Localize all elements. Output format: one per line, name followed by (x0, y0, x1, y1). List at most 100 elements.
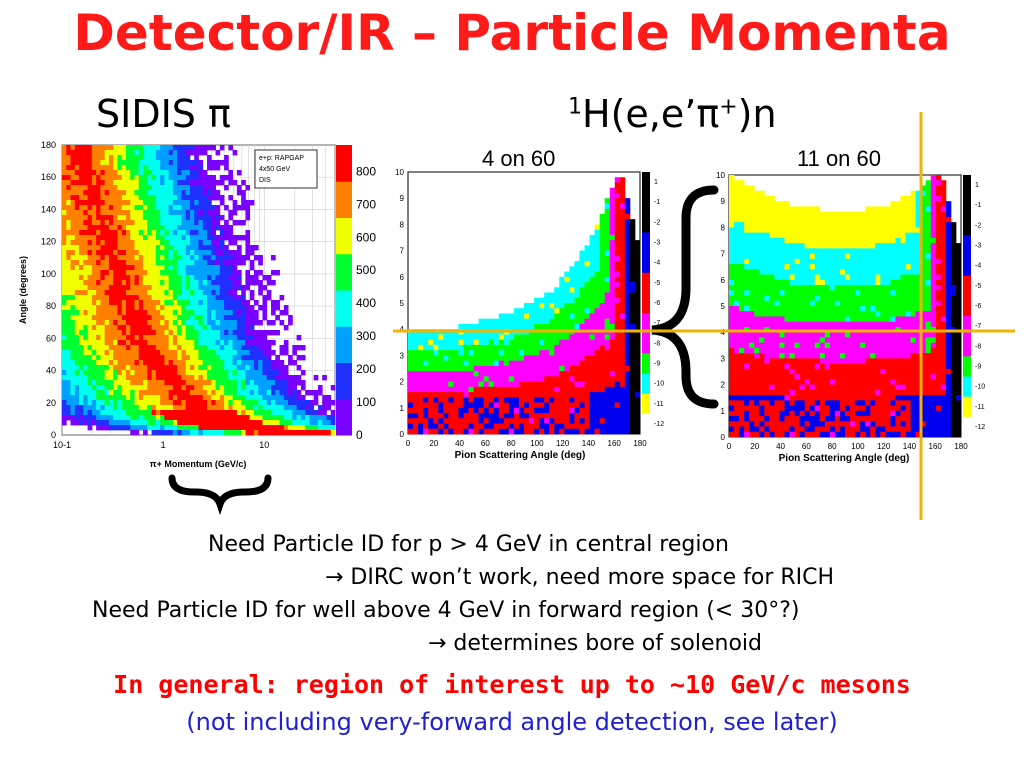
map-cell (463, 381, 469, 388)
heat-cell (198, 180, 204, 186)
heat-cell (104, 315, 110, 321)
heat-cell (70, 380, 76, 386)
heat-cell (224, 280, 229, 286)
heat-cell (70, 180, 76, 186)
map-cell (834, 232, 841, 239)
map-cell (433, 350, 439, 356)
map-cell (769, 279, 775, 286)
map-cell (910, 222, 917, 228)
heat-cell (172, 215, 178, 221)
map-cell (875, 285, 881, 291)
map-cell (534, 392, 540, 398)
heat-cell (202, 305, 208, 311)
heat-cell (134, 230, 140, 236)
map-cell (920, 274, 927, 281)
heat-cell (143, 325, 148, 331)
map-cell (594, 413, 601, 419)
map-cell (458, 381, 464, 388)
map-cell (940, 211, 947, 218)
map-cell (488, 428, 495, 435)
heat-cell (113, 185, 118, 191)
heat-cell (258, 395, 263, 401)
map-cell (940, 264, 947, 270)
map-cell (443, 386, 449, 393)
heat-cell (104, 200, 110, 206)
heat-cell (283, 385, 289, 391)
heat-cell (96, 395, 101, 401)
heat-cell (241, 430, 246, 436)
heat-cell (151, 275, 157, 281)
heat-cell (130, 370, 135, 376)
map-cell (604, 240, 611, 246)
heat-cell (160, 360, 165, 366)
map-cell (589, 355, 596, 362)
heat-cell (194, 280, 199, 286)
heat-cell (134, 335, 140, 341)
x-tick-label: 160 (608, 439, 622, 448)
map-cell (584, 245, 590, 251)
heat-cell (62, 280, 67, 286)
heat-cell (168, 380, 174, 386)
heat-cell (108, 335, 114, 341)
map-cell (513, 376, 520, 382)
map-cell (779, 248, 785, 254)
heat-cell (271, 385, 276, 391)
heat-cell (66, 355, 71, 361)
heat-cell (66, 280, 71, 286)
map-cell (549, 308, 555, 314)
map-cell (774, 243, 780, 249)
heat-cell (62, 180, 67, 186)
heat-cell (185, 425, 191, 431)
map-cell (579, 402, 585, 409)
map-cell (915, 253, 922, 260)
map-cell (819, 222, 826, 228)
map-cell (885, 253, 891, 260)
heat-cell (62, 170, 67, 176)
map-cell (870, 279, 876, 286)
map-cell (508, 376, 515, 382)
map-cell (629, 381, 636, 388)
map-cell (534, 318, 540, 325)
heat-cell (262, 400, 268, 406)
heat-cell (207, 335, 212, 341)
heat-cell (253, 420, 259, 426)
heat-cell (147, 415, 152, 421)
map-cell (433, 418, 439, 424)
heat-cell (241, 425, 246, 431)
heat-cell (91, 345, 97, 351)
map-cell (809, 206, 816, 213)
heat-cell (147, 365, 152, 371)
map-cell (930, 206, 937, 213)
map-cell (544, 339, 550, 346)
heat-cell (189, 290, 195, 296)
map-cell (950, 248, 957, 254)
map-cell (779, 258, 785, 265)
heat-cell (160, 210, 165, 216)
heat-cell (266, 330, 272, 336)
heat-cell (198, 145, 204, 151)
heat-cell (87, 240, 93, 246)
heat-cell (147, 180, 152, 186)
heat-cell (181, 185, 187, 191)
heat-cell (211, 420, 216, 426)
heat-cell (96, 350, 101, 356)
heat-cell (91, 325, 97, 331)
heat-cell (117, 290, 123, 296)
heat-cell (121, 155, 127, 161)
map-cell (614, 428, 621, 435)
heat-cell (207, 265, 212, 271)
heat-cell (224, 270, 229, 276)
map-cell (850, 227, 856, 234)
heat-cell (168, 255, 174, 261)
heat-cell (168, 395, 174, 401)
heat-cell (125, 390, 131, 396)
map-cell (584, 344, 590, 351)
heat-cell (241, 180, 246, 186)
map-cell (935, 285, 942, 291)
heat-cell (266, 280, 272, 286)
x-tick-label: 80 (507, 439, 516, 448)
heat-cell (168, 420, 174, 426)
heat-cell (241, 370, 246, 376)
heat-cell (207, 415, 212, 421)
heat-cell (138, 405, 144, 411)
